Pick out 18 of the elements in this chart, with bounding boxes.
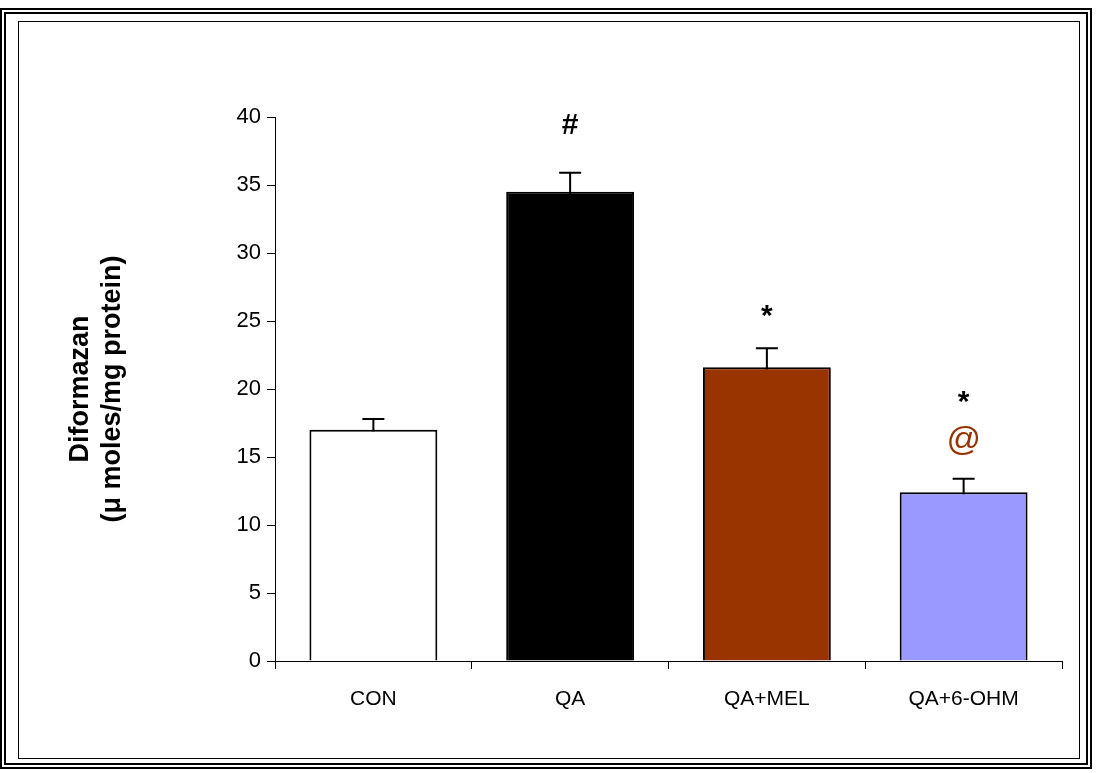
y-tick-label: 0 (248, 647, 261, 673)
y-tick-label: 5 (248, 579, 261, 605)
annotation: # (561, 107, 579, 141)
y-tick-label: 25 (236, 307, 261, 333)
y-tick-label: 35 (236, 171, 261, 197)
x-tick-label: QA+6-OHM (908, 686, 1019, 710)
y-tick-label: 20 (236, 375, 261, 401)
x-tick-label: CON (350, 686, 397, 710)
annotation: * (761, 298, 774, 332)
x-tick-label: QA+MEL (723, 686, 810, 710)
y-tick-label: 40 (236, 103, 261, 129)
annotation: @ (946, 419, 981, 458)
y-axis-title: Diformazan (μ moles/mg protein) (63, 255, 127, 523)
y-tick-label: 30 (236, 239, 261, 265)
y-tick-label: 10 (236, 511, 261, 537)
annotation: * (957, 384, 970, 418)
y-tick-label: 15 (236, 443, 261, 469)
x-tick-label: QA (554, 686, 586, 710)
